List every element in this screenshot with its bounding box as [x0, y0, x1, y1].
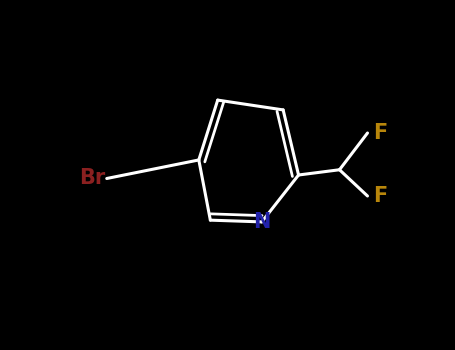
- Text: F: F: [373, 123, 387, 143]
- Text: Br: Br: [79, 168, 105, 189]
- Text: N: N: [253, 212, 270, 232]
- Text: F: F: [373, 186, 387, 206]
